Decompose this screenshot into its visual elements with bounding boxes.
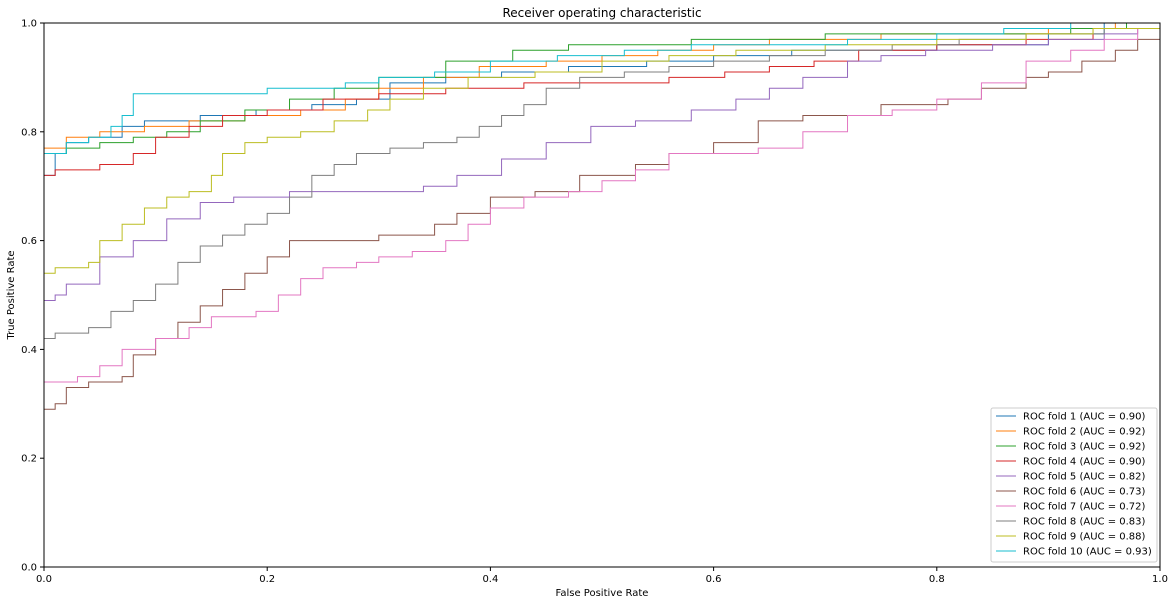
- legend-entry: ROC fold 2 (AUC = 0.92): [1023, 427, 1146, 438]
- legend-entry: ROC fold 1 (AUC = 0.90): [1023, 412, 1146, 423]
- chart-title: Receiver operating characteristic: [502, 6, 701, 20]
- x-tick-label: 0.0: [36, 574, 52, 585]
- y-tick-label: 0.0: [21, 563, 37, 574]
- roc-curve-fold-8: [43, 23, 1161, 567]
- legend: ROC fold 1 (AUC = 0.90) ROC fold 2 (AUC =…: [990, 407, 1158, 563]
- roc-curve-fold-6: [43, 23, 1161, 567]
- y-tick-label: 0.4: [21, 345, 37, 356]
- x-tick-label: 0.4: [482, 574, 498, 585]
- roc-curve-fold-9: [43, 23, 1161, 567]
- x-tick-label: 0.2: [259, 574, 275, 585]
- x-tick-label: 0.8: [929, 574, 945, 585]
- legend-entry: ROC fold 7 (AUC = 0.72): [1023, 502, 1146, 513]
- y-tick-label: 0.8: [21, 127, 37, 138]
- roc-curve-fold-7: [43, 23, 1161, 567]
- legend-entry: ROC fold 3 (AUC = 0.92): [1023, 442, 1146, 453]
- legend-entry: ROC fold 9 (AUC = 0.88): [1023, 532, 1146, 543]
- y-axis: 0.0 0.2 0.4 0.6 0.8 1.0: [21, 19, 44, 574]
- roc-curve-fold-5: [43, 23, 1161, 567]
- plot-frame: [43, 22, 1161, 568]
- roc-curve-fold-10: [43, 22, 1160, 567]
- legend-box: [990, 407, 1158, 563]
- y-tick-label: 0.2: [21, 454, 37, 465]
- legend-entry: ROC fold 8 (AUC = 0.83): [1023, 517, 1146, 528]
- legend-entry: ROC fold 10 (AUC = 0.93): [1023, 547, 1152, 558]
- y-tick-label: 1.0: [21, 19, 37, 30]
- x-axis: 0.0 0.2 0.4 0.6 0.8 1.0: [36, 567, 1168, 585]
- x-tick-label: 1.0: [1152, 574, 1168, 585]
- legend-entry: ROC fold 4 (AUC = 0.90): [1023, 457, 1146, 468]
- x-tick-label: 0.6: [706, 574, 722, 585]
- y-axis-label: True Positive Rate: [6, 250, 17, 340]
- legend-entry: ROC fold 6 (AUC = 0.73): [1023, 487, 1146, 498]
- x-axis-label: False Positive Rate: [556, 588, 649, 599]
- y-tick-label: 0.6: [21, 236, 37, 247]
- legend-entry: ROC fold 5 (AUC = 0.82): [1023, 472, 1146, 483]
- series-layer: [43, 22, 1161, 567]
